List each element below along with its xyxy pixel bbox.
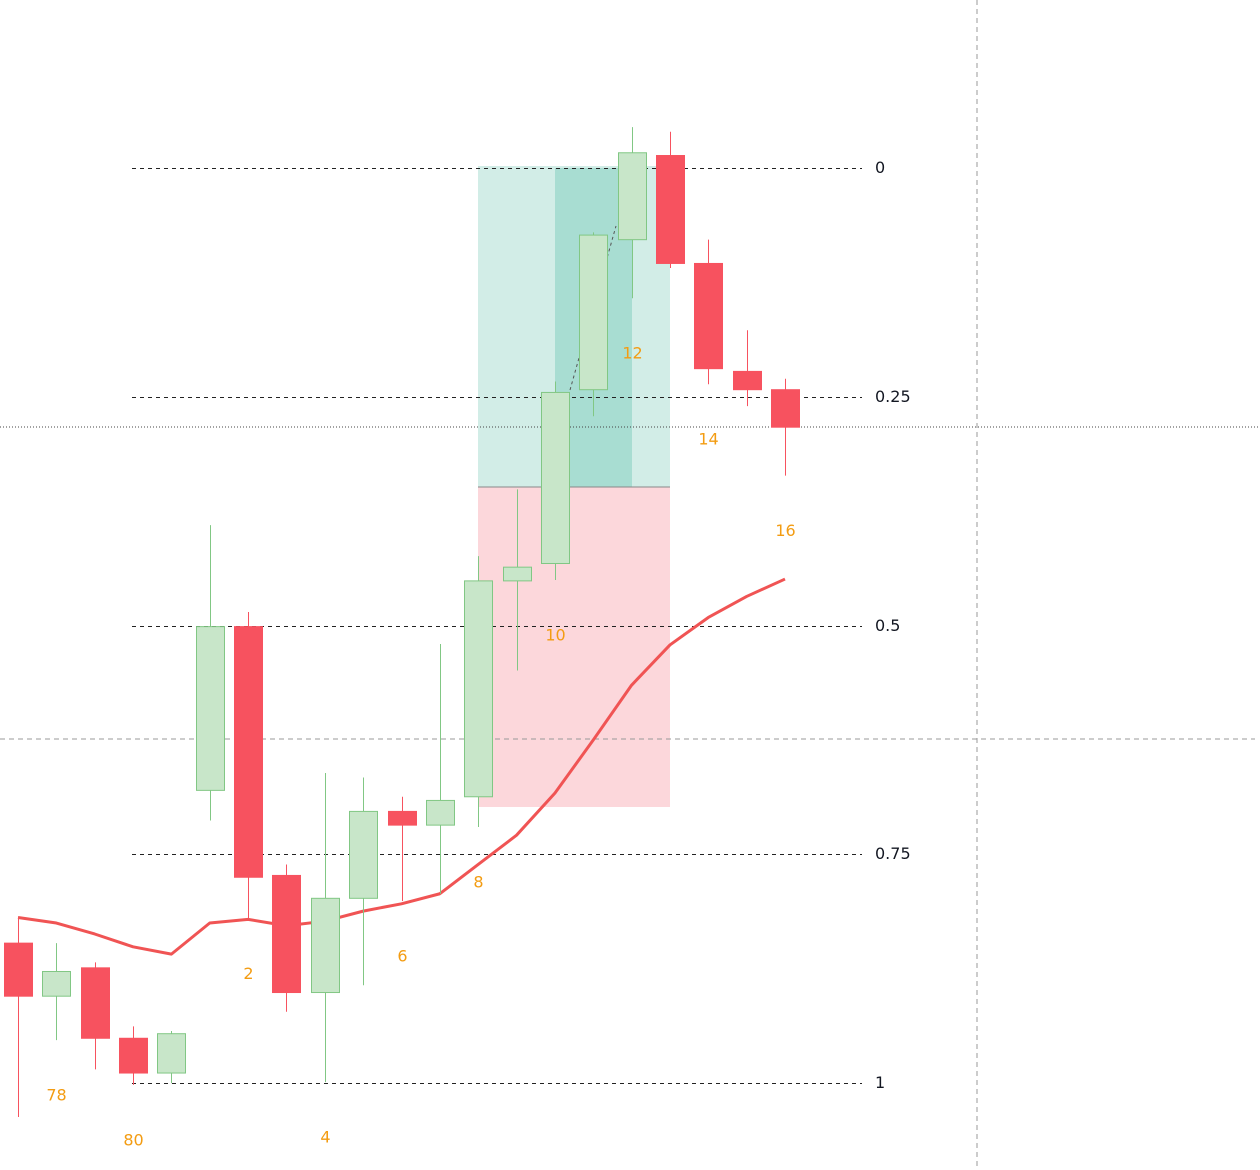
bar-number: 78: [46, 1086, 66, 1105]
loss-zone: [478, 487, 670, 807]
candle-body: [656, 155, 685, 264]
bar-number: 10: [545, 625, 565, 644]
candle-body: [42, 970, 71, 997]
moving-average: [17, 577, 786, 956]
candle-body: [349, 810, 378, 899]
candle-body: [503, 566, 532, 582]
bar-number: 2: [243, 964, 253, 983]
bar-number: 6: [397, 947, 407, 966]
fib-label: 0: [875, 158, 885, 177]
candle-body: [618, 152, 647, 241]
fib-label: 0.75: [875, 844, 911, 863]
candle-body: [771, 389, 800, 428]
candle-body: [196, 626, 225, 791]
bar-numbers: 78 80 2 4 6 8 10 12 14 16: [46, 344, 795, 1150]
bar-number: 16: [775, 521, 795, 540]
ma-line: [17, 577, 786, 956]
bar-number: 4: [320, 1128, 330, 1147]
candle-body: [579, 234, 608, 391]
candle-body: [272, 874, 301, 994]
candles: [4, 127, 800, 1117]
candle-body: [426, 799, 455, 826]
candle-body: [464, 580, 493, 798]
candle-body: [311, 897, 340, 994]
bar-number: 14: [698, 430, 718, 449]
fib-label: 0.25: [875, 387, 911, 406]
candle-body: [388, 810, 417, 826]
candle-body: [81, 967, 110, 1039]
bar-number: 8: [473, 872, 483, 891]
candle-body: [4, 942, 33, 997]
candle-body: [157, 1033, 186, 1074]
bar-number: 12: [622, 344, 642, 363]
candle-body: [733, 370, 762, 391]
candle-body: [541, 391, 570, 565]
candle-body: [119, 1037, 148, 1074]
fib-label: 0.5: [875, 616, 900, 635]
candle-body: [234, 626, 263, 878]
candle-body: [694, 262, 723, 370]
fib-label: 1: [875, 1073, 885, 1092]
bar-number: 80: [123, 1130, 143, 1149]
